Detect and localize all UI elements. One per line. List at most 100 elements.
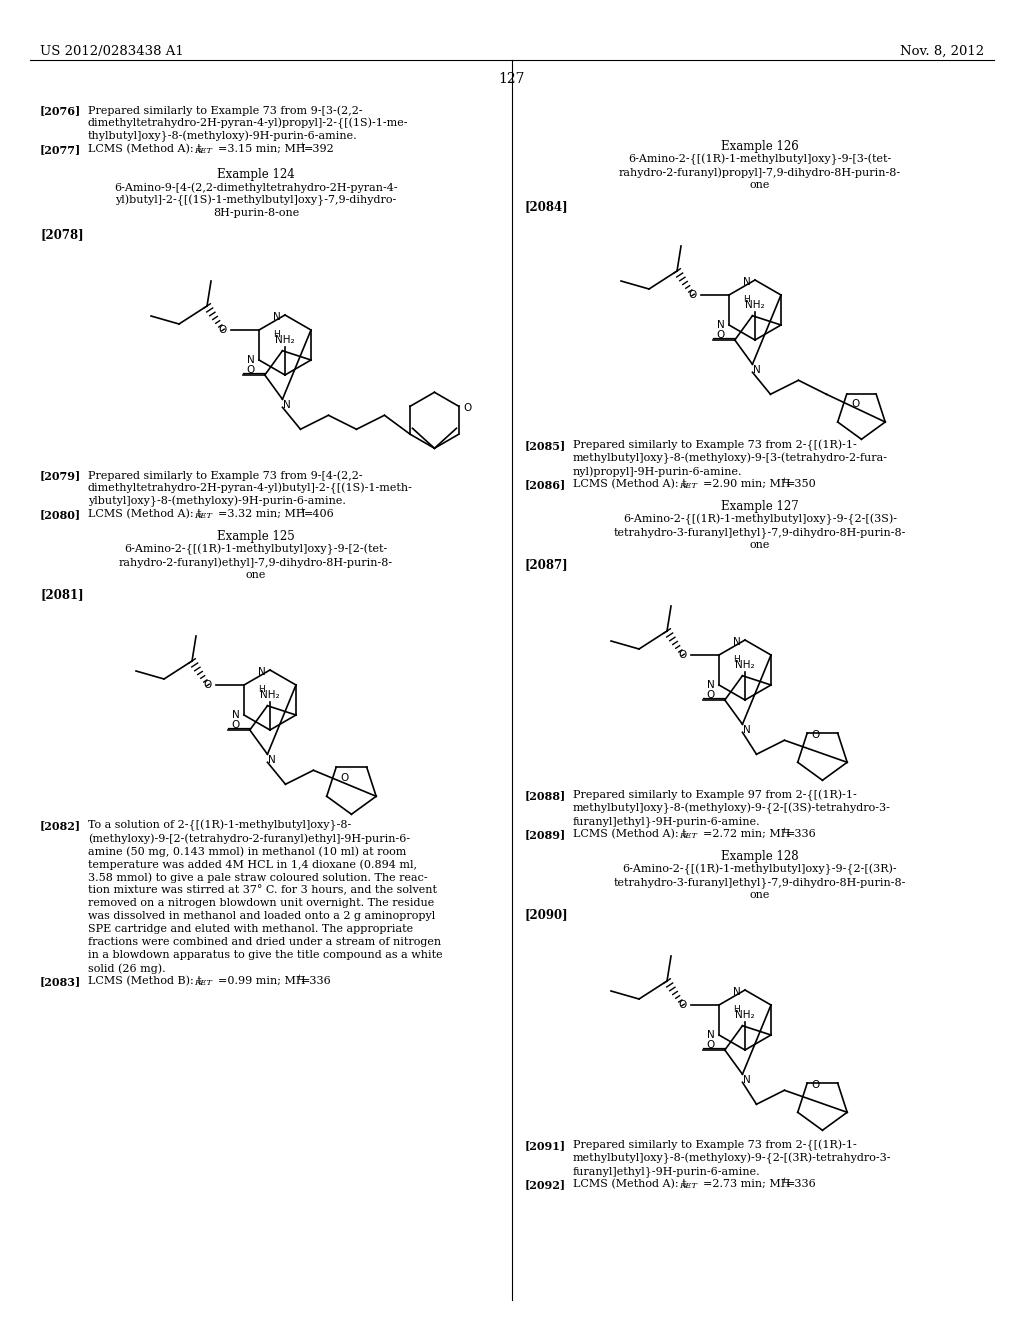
Text: methylbutyl]oxy}-8-(methyloxy)-9-{2-[(3R)-tetrahydro-3-: methylbutyl]oxy}-8-(methyloxy)-9-{2-[(3R… bbox=[573, 1152, 892, 1164]
Text: N: N bbox=[708, 680, 715, 690]
Text: =2.73 min; MH: =2.73 min; MH bbox=[703, 1179, 791, 1189]
Text: LCMS (Method A): t: LCMS (Method A): t bbox=[573, 479, 687, 490]
Text: 6-Amino-9-[4-(2,2-dimethyltetrahydro-2H-pyran-4-: 6-Amino-9-[4-(2,2-dimethyltetrahydro-2H-… bbox=[115, 182, 397, 193]
Text: LCMS (Method A): t: LCMS (Method A): t bbox=[573, 1179, 687, 1189]
Text: LCMS (Method B): t: LCMS (Method B): t bbox=[88, 975, 202, 986]
Text: H: H bbox=[733, 655, 739, 664]
Text: N: N bbox=[273, 312, 281, 322]
Text: [2086]: [2086] bbox=[525, 479, 566, 490]
Text: O: O bbox=[707, 1040, 715, 1049]
Text: =406: =406 bbox=[304, 510, 335, 519]
Text: Nov. 8, 2012: Nov. 8, 2012 bbox=[900, 45, 984, 58]
Text: tion mixture was stirred at 37° C. for 3 hours, and the solvent: tion mixture was stirred at 37° C. for 3… bbox=[88, 884, 437, 896]
Text: one: one bbox=[750, 180, 770, 190]
Text: was dissolved in methanol and loaded onto a 2 g aminopropyl: was dissolved in methanol and loaded ont… bbox=[88, 911, 435, 921]
Text: fractions were combined and dried under a stream of nitrogen: fractions were combined and dried under … bbox=[88, 937, 441, 946]
Text: O: O bbox=[679, 649, 687, 660]
Text: O: O bbox=[219, 325, 227, 335]
Text: LCMS (Method A): t: LCMS (Method A): t bbox=[88, 144, 202, 154]
Text: dimethyltetrahydro-2H-pyran-4-yl)butyl]-2-{[(1S)-1-meth-: dimethyltetrahydro-2H-pyran-4-yl)butyl]-… bbox=[88, 483, 413, 495]
Text: =392: =392 bbox=[304, 144, 335, 154]
Text: dimethyltetrahydro-2H-pyran-4-yl)propyl]-2-{[(1S)-1-me-: dimethyltetrahydro-2H-pyran-4-yl)propyl]… bbox=[88, 117, 409, 129]
Text: H: H bbox=[733, 1005, 739, 1014]
Text: Example 126: Example 126 bbox=[721, 140, 799, 153]
Text: O: O bbox=[464, 404, 472, 413]
Text: [2082]: [2082] bbox=[40, 820, 81, 832]
Text: N: N bbox=[733, 638, 741, 647]
Text: [2077]: [2077] bbox=[40, 144, 81, 154]
Text: H: H bbox=[258, 685, 264, 694]
Text: [2079]: [2079] bbox=[40, 470, 81, 480]
Text: O: O bbox=[340, 774, 348, 783]
Text: methylbutyl]oxy}-8-(methyloxy)-9-[3-(tetrahydro-2-fura-: methylbutyl]oxy}-8-(methyloxy)-9-[3-(tet… bbox=[573, 453, 888, 465]
Text: Prepared similarly to Example 73 from 9-[3-(2,2-: Prepared similarly to Example 73 from 9-… bbox=[88, 106, 362, 116]
Text: [2080]: [2080] bbox=[40, 510, 81, 520]
Text: N: N bbox=[708, 1030, 715, 1040]
Text: N: N bbox=[717, 319, 725, 330]
Text: RET: RET bbox=[679, 832, 697, 840]
Text: furanyl]ethyl}-9H-purin-6-amine.: furanyl]ethyl}-9H-purin-6-amine. bbox=[573, 816, 761, 826]
Text: 127: 127 bbox=[499, 73, 525, 86]
Text: RET: RET bbox=[194, 512, 212, 520]
Text: O: O bbox=[717, 330, 725, 341]
Text: Prepared similarly to Example 97 from 2-{[(1R)-1-: Prepared similarly to Example 97 from 2-… bbox=[573, 789, 857, 801]
Text: one: one bbox=[750, 890, 770, 900]
Text: RET: RET bbox=[194, 979, 212, 987]
Text: NH₂: NH₂ bbox=[745, 300, 765, 310]
Text: yl)butyl]-2-{[(1S)-1-methylbutyl]oxy}-7,9-dihydro-: yl)butyl]-2-{[(1S)-1-methylbutyl]oxy}-7,… bbox=[116, 195, 396, 206]
Text: methylbutyl]oxy}-8-(methyloxy)-9-{2-[(3S)-tetrahydro-3-: methylbutyl]oxy}-8-(methyloxy)-9-{2-[(3S… bbox=[573, 803, 891, 814]
Text: O: O bbox=[679, 1001, 687, 1010]
Text: =0.99 min; MH: =0.99 min; MH bbox=[218, 975, 305, 986]
Text: 3.58 mmol) to give a pale straw coloured solution. The reac-: 3.58 mmol) to give a pale straw coloured… bbox=[88, 873, 428, 883]
Text: RET: RET bbox=[679, 1181, 697, 1191]
Text: [2081]: [2081] bbox=[40, 587, 84, 601]
Text: =336: =336 bbox=[786, 829, 817, 840]
Text: removed on a nitrogen blowdown unit overnight. The residue: removed on a nitrogen blowdown unit over… bbox=[88, 898, 434, 908]
Text: one: one bbox=[246, 570, 266, 579]
Text: H: H bbox=[272, 330, 280, 339]
Text: O: O bbox=[689, 290, 697, 300]
Text: 6-Amino-2-{[(1R)-1-methylbutyl]oxy}-9-[2-(tet-: 6-Amino-2-{[(1R)-1-methylbutyl]oxy}-9-[2… bbox=[124, 544, 388, 556]
Text: +: + bbox=[780, 477, 786, 484]
Text: =336: =336 bbox=[301, 975, 332, 986]
Text: =336: =336 bbox=[786, 1179, 817, 1189]
Text: Example 128: Example 128 bbox=[721, 850, 799, 863]
Text: nyl)propyl]-9H-purin-6-amine.: nyl)propyl]-9H-purin-6-amine. bbox=[573, 466, 742, 477]
Text: =350: =350 bbox=[786, 479, 817, 488]
Text: [2088]: [2088] bbox=[525, 789, 566, 801]
Text: tetrahydro-3-furanyl]ethyl}-7,9-dihydro-8H-purin-8-: tetrahydro-3-furanyl]ethyl}-7,9-dihydro-… bbox=[613, 876, 906, 888]
Text: 8H-purin-8-one: 8H-purin-8-one bbox=[213, 209, 299, 218]
Text: +: + bbox=[298, 141, 305, 149]
Text: RET: RET bbox=[194, 147, 212, 154]
Text: Example 127: Example 127 bbox=[721, 500, 799, 513]
Text: O: O bbox=[247, 366, 255, 375]
Text: N: N bbox=[743, 1076, 752, 1085]
Text: amine (50 mg, 0.143 mmol) in methanol (10 ml) at room: amine (50 mg, 0.143 mmol) in methanol (1… bbox=[88, 846, 407, 857]
Text: [2076]: [2076] bbox=[40, 106, 81, 116]
Text: LCMS (Method A): t: LCMS (Method A): t bbox=[88, 510, 202, 519]
Text: tetrahydro-3-furanyl]ethyl}-7,9-dihydro-8H-purin-8-: tetrahydro-3-furanyl]ethyl}-7,9-dihydro-… bbox=[613, 527, 906, 537]
Text: =3.32 min; MH: =3.32 min; MH bbox=[218, 510, 305, 519]
Text: N: N bbox=[754, 366, 761, 375]
Text: N: N bbox=[743, 725, 752, 735]
Text: rahydro-2-furanyl)propyl]-7,9-dihydro-8H-purin-8-: rahydro-2-furanyl)propyl]-7,9-dihydro-8H… bbox=[618, 168, 901, 178]
Text: O: O bbox=[204, 680, 212, 690]
Text: rahydro-2-furanyl)ethyl]-7,9-dihydro-8H-purin-8-: rahydro-2-furanyl)ethyl]-7,9-dihydro-8H-… bbox=[119, 557, 393, 568]
Text: LCMS (Method A): t: LCMS (Method A): t bbox=[573, 829, 687, 840]
Text: N: N bbox=[232, 710, 240, 719]
Text: Example 124: Example 124 bbox=[217, 168, 295, 181]
Text: US 2012/0283438 A1: US 2012/0283438 A1 bbox=[40, 45, 183, 58]
Text: SPE cartridge and eluted with methanol. The appropriate: SPE cartridge and eluted with methanol. … bbox=[88, 924, 413, 935]
Text: (methyloxy)-9-[2-(tetrahydro-2-furanyl)ethyl]-9H-purin-6-: (methyloxy)-9-[2-(tetrahydro-2-furanyl)e… bbox=[88, 833, 411, 843]
Text: N: N bbox=[284, 400, 291, 411]
Text: NH₂: NH₂ bbox=[275, 335, 295, 345]
Text: 6-Amino-2-{[(1R)-1-methylbutyl]oxy}-9-[3-(tet-: 6-Amino-2-{[(1R)-1-methylbutyl]oxy}-9-[3… bbox=[629, 154, 892, 165]
Text: furanyl]ethyl}-9H-purin-6-amine.: furanyl]ethyl}-9H-purin-6-amine. bbox=[573, 1166, 761, 1177]
Text: To a solution of 2-{[(1R)-1-methylbutyl]oxy}-8-: To a solution of 2-{[(1R)-1-methylbutyl]… bbox=[88, 820, 351, 832]
Text: N: N bbox=[743, 277, 751, 286]
Text: in a blowdown apparatus to give the title compound as a white: in a blowdown apparatus to give the titl… bbox=[88, 950, 442, 960]
Text: [2090]: [2090] bbox=[525, 908, 568, 921]
Text: Example 125: Example 125 bbox=[217, 531, 295, 543]
Text: +: + bbox=[298, 506, 305, 513]
Text: O: O bbox=[852, 399, 860, 409]
